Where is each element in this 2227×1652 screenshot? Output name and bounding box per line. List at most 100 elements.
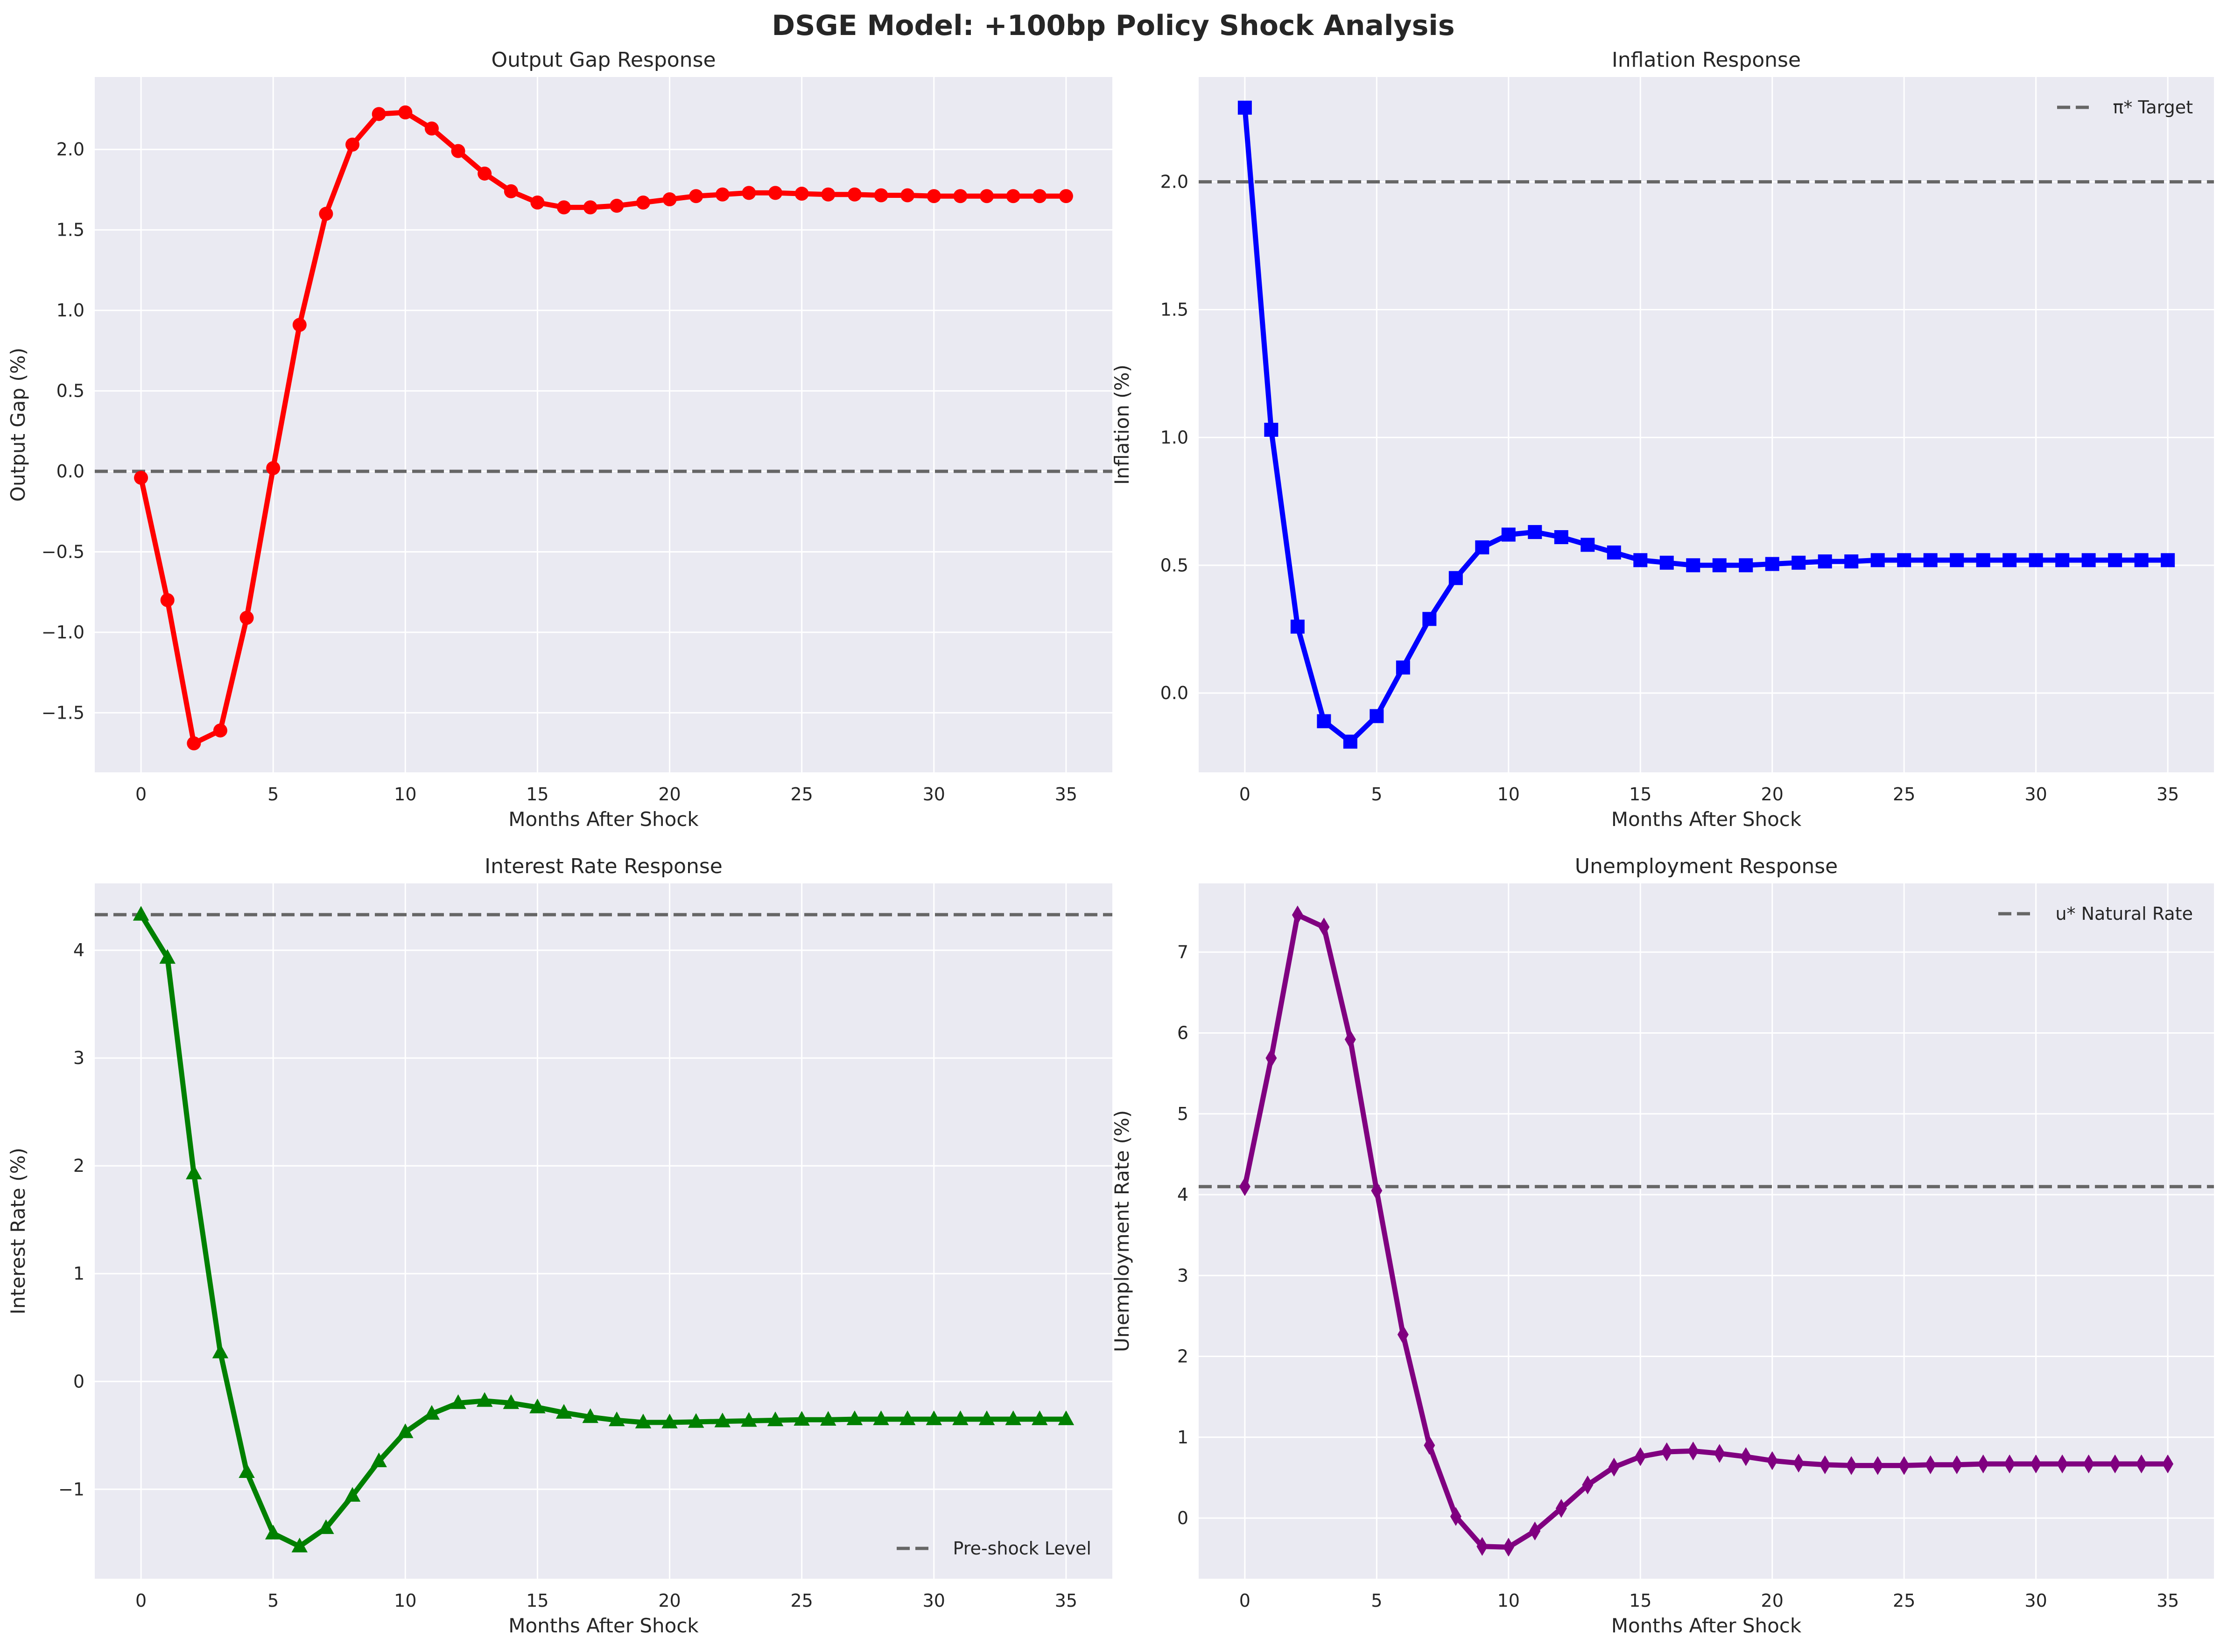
data-point-34	[1032, 1410, 1048, 1425]
x-tick-label: 0	[135, 1590, 147, 1611]
x-tick-label: 35	[1055, 784, 1077, 805]
data-point-0	[133, 906, 149, 921]
x-tick-label: 35	[1055, 1590, 1077, 1611]
legend-entry-label: π* Target	[2113, 97, 2193, 118]
data-point-14	[503, 1394, 520, 1409]
legend: π* Target	[2057, 97, 2193, 118]
data-point-18	[609, 1411, 625, 1427]
data-point-34	[1033, 189, 1047, 203]
data-point-7	[1422, 612, 1437, 626]
data-point-34	[2136, 1454, 2147, 1474]
data-point-17	[1686, 558, 1700, 573]
x-tick-label: 35	[2157, 1590, 2179, 1611]
data-point-28	[873, 1410, 889, 1425]
data-point-13	[1582, 1475, 1594, 1495]
x-tick-label: 15	[526, 1590, 548, 1611]
data-point-11	[1529, 1521, 1541, 1541]
chart-panel-3: 0 5 10 15 20 25 30 35 −1 0 1 2 3 4 Interest Rate Respo…	[7, 854, 1112, 1637]
y-tick-label: 7	[1177, 942, 1188, 962]
data-point-3	[212, 1344, 229, 1358]
data-point-2	[1292, 905, 1303, 924]
data-point-29	[900, 188, 915, 203]
data-point-6	[291, 1537, 308, 1553]
data-point-35	[1058, 1410, 1075, 1425]
data-point-9	[372, 107, 386, 121]
data-point-32	[2081, 553, 2096, 567]
data-point-5	[1371, 1181, 1383, 1200]
y-tick-label: −0.5	[42, 541, 84, 562]
series-1	[1237, 100, 2175, 749]
x-tick-label: 5	[1371, 784, 1382, 805]
data-point-5	[265, 1525, 281, 1540]
chart-title: Unemployment Response	[1575, 854, 1838, 878]
x-tick-label: 5	[267, 784, 279, 805]
x-tick-label: 0	[1239, 784, 1250, 805]
data-point-20	[1766, 1451, 1778, 1470]
data-point-18	[1714, 1444, 1725, 1463]
x-tick-label: 35	[2157, 784, 2179, 805]
data-point-33	[1006, 189, 1020, 203]
data-point-22	[1818, 554, 1832, 569]
data-point-25	[1898, 1456, 1910, 1475]
data-point-31	[953, 189, 968, 203]
data-point-27	[1950, 553, 1964, 567]
data-point-4	[1344, 1030, 1356, 1049]
data-point-16	[557, 200, 571, 215]
data-point-7	[318, 1519, 334, 1534]
legend: Pre-shock Level	[897, 1538, 1091, 1559]
data-point-18	[610, 198, 624, 213]
data-point-22	[715, 187, 730, 202]
data-point-12	[450, 1394, 466, 1409]
data-point-33	[2109, 1454, 2121, 1474]
legend-entry-label: Pre-shock Level	[953, 1538, 1091, 1559]
data-point-11	[1528, 525, 1542, 539]
y-tick-label: 1	[73, 1263, 84, 1284]
data-point-8	[344, 1487, 361, 1502]
plot-area	[1199, 883, 2214, 1579]
x-tick-label: 25	[790, 784, 813, 805]
data-point-15	[1633, 553, 1648, 567]
data-point-2	[187, 736, 201, 750]
data-point-24	[1870, 553, 1885, 567]
y-tick-label: 1.0	[56, 300, 84, 321]
series-1	[134, 105, 1073, 750]
data-point-35	[1059, 189, 1073, 203]
y-tick-label: 1	[1177, 1427, 1188, 1448]
data-point-23	[1844, 554, 1859, 569]
chart-panel-4: 0 5 10 15 20 25 30 35 0 1 2 3 4 5 6 7 Unemployment Respo…	[1110, 854, 2214, 1637]
x-tick-label: 30	[923, 784, 945, 805]
data-point-9	[1475, 540, 1489, 554]
x-tick-label: 20	[658, 784, 681, 805]
data-point-29	[2004, 1454, 2016, 1474]
data-point-20	[1765, 557, 1779, 571]
data-point-25	[1897, 553, 1911, 567]
data-point-21	[1791, 555, 1806, 570]
data-point-14	[1608, 1457, 1620, 1477]
data-point-35	[2162, 1454, 2174, 1474]
y-tick-label: 3	[1177, 1265, 1188, 1286]
data-point-4	[1343, 735, 1357, 749]
x-tick-label: 30	[2024, 1590, 2047, 1611]
data-point-13	[1581, 538, 1595, 552]
y-tick-label: 0.0	[1160, 683, 1188, 703]
data-point-21	[1793, 1453, 1805, 1473]
data-point-8	[1450, 1507, 1461, 1526]
data-point-7	[319, 207, 333, 221]
data-point-23	[741, 1412, 757, 1427]
x-tick-label: 20	[1761, 1590, 1784, 1611]
data-point-10	[398, 105, 413, 119]
data-point-18	[1712, 558, 1727, 573]
data-point-27	[847, 187, 862, 202]
data-point-29	[899, 1410, 916, 1425]
data-point-26	[1923, 553, 1938, 567]
x-tick-label: 15	[526, 784, 548, 805]
y-tick-label: 0.5	[1160, 555, 1188, 575]
y-tick-label: 0	[73, 1371, 84, 1392]
chart-title: Output Gap Response	[491, 48, 716, 72]
data-point-3	[213, 723, 227, 738]
data-point-10	[1503, 1538, 1514, 1557]
data-point-0	[1239, 1177, 1250, 1196]
legend-entry-label: u* Natural Rate	[2055, 903, 2193, 924]
data-point-16	[555, 1404, 572, 1419]
